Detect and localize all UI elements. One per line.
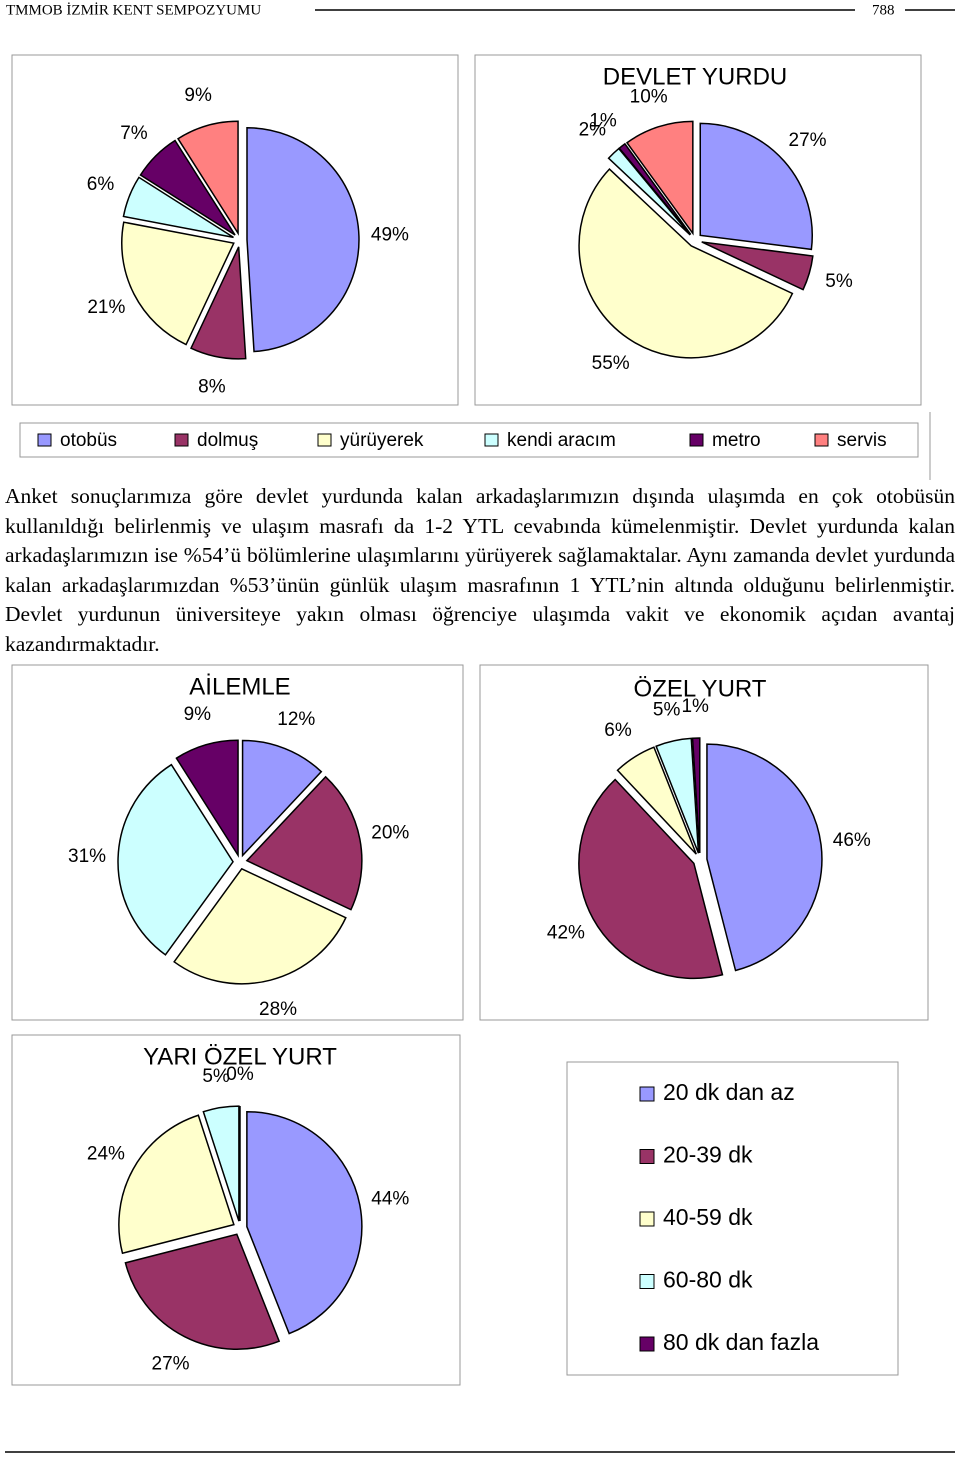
- slice-label: 5%: [825, 271, 853, 292]
- legend-swatch: [174, 433, 189, 447]
- legend-swatch: [639, 1086, 655, 1102]
- slice-label: 27%: [152, 1353, 190, 1374]
- slice-label: 6%: [87, 174, 115, 195]
- pie-slice: [699, 122, 813, 251]
- legend-label: 80 dk dan fazla: [663, 1329, 819, 1355]
- legend-label: 20 dk dan az: [663, 1079, 795, 1105]
- pie-slice: [245, 775, 363, 911]
- legend-swatch: [484, 433, 499, 447]
- legend-swatch: [639, 1336, 655, 1352]
- legend-label: dolmuş: [197, 430, 258, 451]
- legend-frame: [19, 422, 919, 458]
- pie-slice: [246, 1110, 363, 1335]
- legend-swatch: [317, 433, 332, 447]
- slice-label: 1%: [681, 696, 709, 717]
- pie-slice: [122, 176, 234, 239]
- slice-label: 12%: [277, 709, 315, 730]
- legend-label: kendi aracım: [507, 430, 616, 451]
- pie-slice: [121, 221, 235, 346]
- legend-label: otobüs: [60, 430, 117, 451]
- slice-label: 0%: [226, 1064, 254, 1085]
- chart-title: ÖZEL YURT: [634, 675, 767, 702]
- pie-slice: [241, 739, 323, 858]
- page-number: 788: [872, 2, 895, 18]
- slice-label: 8%: [198, 376, 226, 397]
- legend-frame: [566, 1061, 899, 1376]
- pie-slice: [173, 867, 347, 985]
- legend-label: 60-80 dk: [663, 1267, 753, 1293]
- legend-swatch: [689, 433, 704, 447]
- pie-slice: [578, 168, 794, 359]
- legend-swatch: [814, 433, 829, 447]
- slice-label: 55%: [592, 353, 630, 374]
- slice-label: 49%: [371, 224, 409, 245]
- pie-slice: [618, 142, 692, 235]
- pie-slice: [701, 241, 814, 291]
- slice-label: 6%: [604, 720, 632, 741]
- pie-slice: [706, 743, 823, 972]
- chart-title: DEVLET YURDU: [603, 63, 788, 90]
- pie-slice: [616, 746, 697, 855]
- legend-label: 40-59 dk: [663, 1204, 753, 1230]
- slice-label: 46%: [833, 830, 871, 851]
- slice-label: 5%: [202, 1066, 230, 1087]
- legend-swatch: [639, 1149, 655, 1164]
- legend-label: servis: [837, 430, 887, 451]
- legend-swatch: [639, 1274, 655, 1289]
- slice-label: 9%: [184, 704, 212, 725]
- slice-label: 24%: [87, 1143, 125, 1164]
- pie-slice: [691, 737, 701, 854]
- pie-slice: [190, 246, 247, 360]
- legend-label: yürüyerek: [340, 430, 424, 451]
- pie-slice: [124, 1233, 281, 1350]
- slice-label: 27%: [789, 130, 827, 151]
- slice-label: 7%: [120, 123, 148, 144]
- slice-label: 10%: [630, 86, 668, 107]
- pie-slice: [202, 1105, 240, 1222]
- slice-label: 2%: [579, 120, 607, 141]
- slice-label: 28%: [259, 999, 297, 1020]
- pie-slice: [625, 120, 694, 236]
- pie-slice: [117, 763, 234, 956]
- chart-title: YARI ÖZEL YURT: [143, 1043, 337, 1070]
- pie-slice: [118, 1114, 235, 1255]
- legend-swatch: [639, 1211, 655, 1227]
- slice-label: 20%: [371, 822, 409, 843]
- slice-label: 44%: [371, 1188, 409, 1209]
- slice-label: 9%: [184, 85, 212, 106]
- legend-swatch: [37, 433, 52, 447]
- header-title: TMMOB İZMİR KENT SEMPOZYUMU: [6, 2, 261, 18]
- legend-label: 20-39 dk: [663, 1142, 753, 1168]
- pie-slice: [578, 778, 724, 980]
- slice-label: 1%: [589, 110, 617, 131]
- pie-slice: [139, 139, 236, 236]
- legend-label: metro: [712, 430, 761, 451]
- slice-label: 5%: [653, 700, 681, 721]
- slice-label: 31%: [68, 846, 106, 867]
- pie-slice: [175, 739, 239, 858]
- slice-label: 42%: [547, 923, 585, 944]
- slice-label: 21%: [87, 297, 125, 318]
- pie-slice: [655, 737, 700, 854]
- paragraph: Anket sonuçlarımıza göre devlet yurdunda…: [5, 484, 955, 656]
- pie-slice: [246, 127, 360, 353]
- pie-slice: [176, 120, 239, 236]
- chart-title: AİLEMLE: [189, 673, 290, 700]
